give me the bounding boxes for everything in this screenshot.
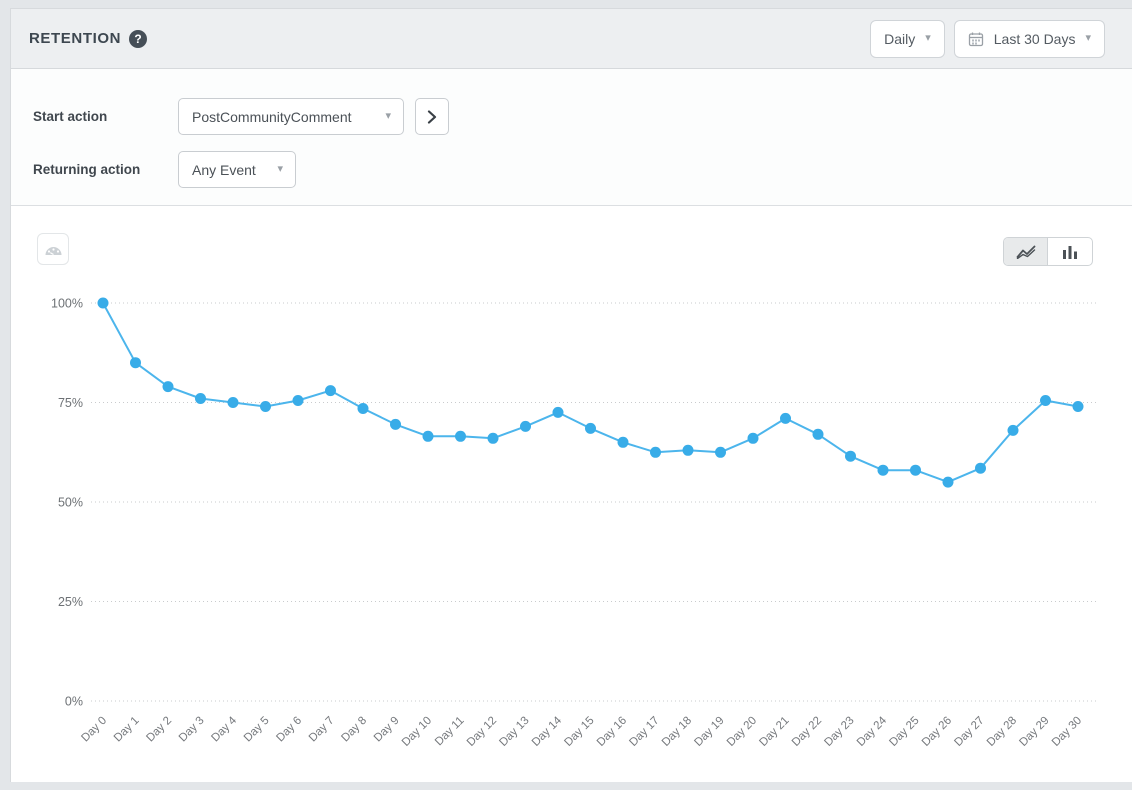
data-point[interactable] bbox=[1073, 401, 1084, 412]
x-axis-label: Day 1 bbox=[112, 715, 142, 745]
x-axis-label: Day 4 bbox=[209, 714, 239, 744]
data-point[interactable] bbox=[878, 465, 889, 476]
x-axis-label: Day 5 bbox=[242, 715, 272, 745]
data-point[interactable] bbox=[618, 437, 629, 448]
x-axis-label: Day 12 bbox=[465, 715, 499, 749]
returning-action-label: Returning action bbox=[33, 162, 178, 177]
retention-line bbox=[103, 303, 1078, 482]
x-axis-label: Day 30 bbox=[1050, 715, 1084, 749]
data-point[interactable] bbox=[553, 407, 564, 418]
x-axis-label: Day 16 bbox=[595, 715, 629, 749]
data-point[interactable] bbox=[423, 431, 434, 442]
chevron-right-icon bbox=[427, 110, 437, 124]
y-axis-label: 25% bbox=[58, 595, 83, 609]
data-point[interactable] bbox=[813, 429, 824, 440]
chevron-down-icon: ▾ bbox=[1085, 33, 1091, 44]
x-axis-label: Day 9 bbox=[372, 715, 402, 745]
data-point[interactable] bbox=[325, 385, 336, 396]
x-axis-label: Day 11 bbox=[433, 715, 467, 749]
retention-chart: 0% 25% 50% 75% 100% Day 0Day 1Day 2Day 3Day 4… bbox=[11, 206, 1132, 782]
x-axis-label: Day 10 bbox=[400, 715, 434, 749]
x-axis-label: Day 22 bbox=[790, 715, 824, 749]
returning-action-dropdown[interactable]: Any Event ▾ bbox=[178, 151, 296, 188]
y-axis-label: 0% bbox=[65, 695, 83, 709]
page-title: RETENTION bbox=[29, 30, 121, 47]
x-axis-label: Day 19 bbox=[692, 715, 726, 749]
action-controls: Start action PostCommunityComment ▾ Retu… bbox=[11, 69, 1132, 206]
data-point[interactable] bbox=[98, 298, 109, 309]
chart-section: 0% 25% 50% 75% 100% Day 0Day 1Day 2Day 3Day 4… bbox=[11, 206, 1132, 782]
data-point[interactable] bbox=[748, 433, 759, 444]
data-point[interactable] bbox=[163, 381, 174, 392]
data-point[interactable] bbox=[683, 445, 694, 456]
data-point[interactable] bbox=[650, 447, 661, 458]
chevron-down-icon: ▾ bbox=[385, 111, 391, 122]
x-axis-label: Day 20 bbox=[725, 715, 759, 749]
x-axis-label: Day 8 bbox=[339, 715, 369, 745]
data-point[interactable] bbox=[130, 357, 141, 368]
data-point[interactable] bbox=[260, 401, 271, 412]
chevron-down-icon: ▾ bbox=[925, 33, 931, 44]
y-axis-label: 100% bbox=[51, 297, 83, 311]
x-axis-label: Day 29 bbox=[1017, 715, 1051, 749]
help-icon[interactable]: ? bbox=[129, 30, 147, 48]
y-axis-label: 50% bbox=[58, 496, 83, 510]
report-title-group: RETENTION ? bbox=[29, 30, 147, 48]
start-action-label: Start action bbox=[33, 109, 178, 124]
start-action-dropdown[interactable]: PostCommunityComment ▾ bbox=[178, 98, 404, 135]
x-axis-label: Day 23 bbox=[822, 715, 856, 749]
x-axis-label: Day 21 bbox=[757, 715, 791, 749]
chevron-down-icon: ▾ bbox=[277, 164, 283, 175]
y-axis-label: 75% bbox=[58, 396, 83, 410]
data-point[interactable] bbox=[845, 451, 856, 462]
data-point[interactable] bbox=[358, 403, 369, 414]
data-point[interactable] bbox=[390, 419, 401, 430]
data-point[interactable] bbox=[455, 431, 466, 442]
start-action-row: Start action PostCommunityComment ▾ bbox=[33, 98, 449, 135]
x-axis-label: Day 18 bbox=[660, 715, 694, 749]
data-point[interactable] bbox=[293, 395, 304, 406]
data-point[interactable] bbox=[715, 447, 726, 458]
x-axis-label: Day 15 bbox=[562, 715, 596, 749]
x-axis-label: Day 3 bbox=[177, 715, 207, 745]
data-point[interactable] bbox=[943, 477, 954, 488]
data-point[interactable] bbox=[488, 433, 499, 444]
x-axis-label: Day 14 bbox=[530, 714, 565, 749]
data-point[interactable] bbox=[1040, 395, 1051, 406]
data-point[interactable] bbox=[780, 413, 791, 424]
x-axis-label: Day 2 bbox=[144, 715, 174, 745]
data-point[interactable] bbox=[975, 463, 986, 474]
data-point[interactable] bbox=[585, 423, 596, 434]
data-point[interactable] bbox=[195, 393, 206, 404]
start-action-value: PostCommunityComment bbox=[192, 109, 352, 125]
x-axis-label: Day 17 bbox=[627, 715, 661, 749]
x-axis-label: Day 7 bbox=[307, 715, 337, 745]
x-axis-label: Day 27 bbox=[952, 715, 986, 749]
date-range-value: Last 30 Days bbox=[994, 31, 1076, 47]
report-header: RETENTION ? Daily ▾ bbox=[11, 9, 1132, 69]
x-axis-label: Day 24 bbox=[855, 714, 890, 749]
granularity-value: Daily bbox=[884, 31, 915, 47]
data-point[interactable] bbox=[910, 465, 921, 476]
returning-action-row: Returning action Any Event ▾ bbox=[33, 151, 296, 188]
x-axis-label: Day 0 bbox=[79, 715, 109, 745]
x-axis-label: Day 6 bbox=[274, 715, 304, 745]
x-axis-label: Day 25 bbox=[887, 715, 921, 749]
x-axis-label: Day 28 bbox=[985, 715, 1019, 749]
data-point[interactable] bbox=[1008, 425, 1019, 436]
returning-action-value: Any Event bbox=[192, 162, 256, 178]
data-point[interactable] bbox=[520, 421, 531, 432]
calendar-icon bbox=[968, 31, 984, 47]
x-axis-label: Day 13 bbox=[497, 715, 531, 749]
date-range-dropdown[interactable]: Last 30 Days ▾ bbox=[954, 20, 1105, 58]
data-point[interactable] bbox=[228, 397, 239, 408]
next-step-button[interactable] bbox=[415, 98, 449, 135]
granularity-dropdown[interactable]: Daily ▾ bbox=[870, 20, 945, 58]
x-axis-label: Day 26 bbox=[920, 715, 954, 749]
retention-card: RETENTION ? Daily ▾ bbox=[10, 8, 1132, 782]
header-controls: Daily ▾ Last bbox=[870, 20, 1105, 58]
